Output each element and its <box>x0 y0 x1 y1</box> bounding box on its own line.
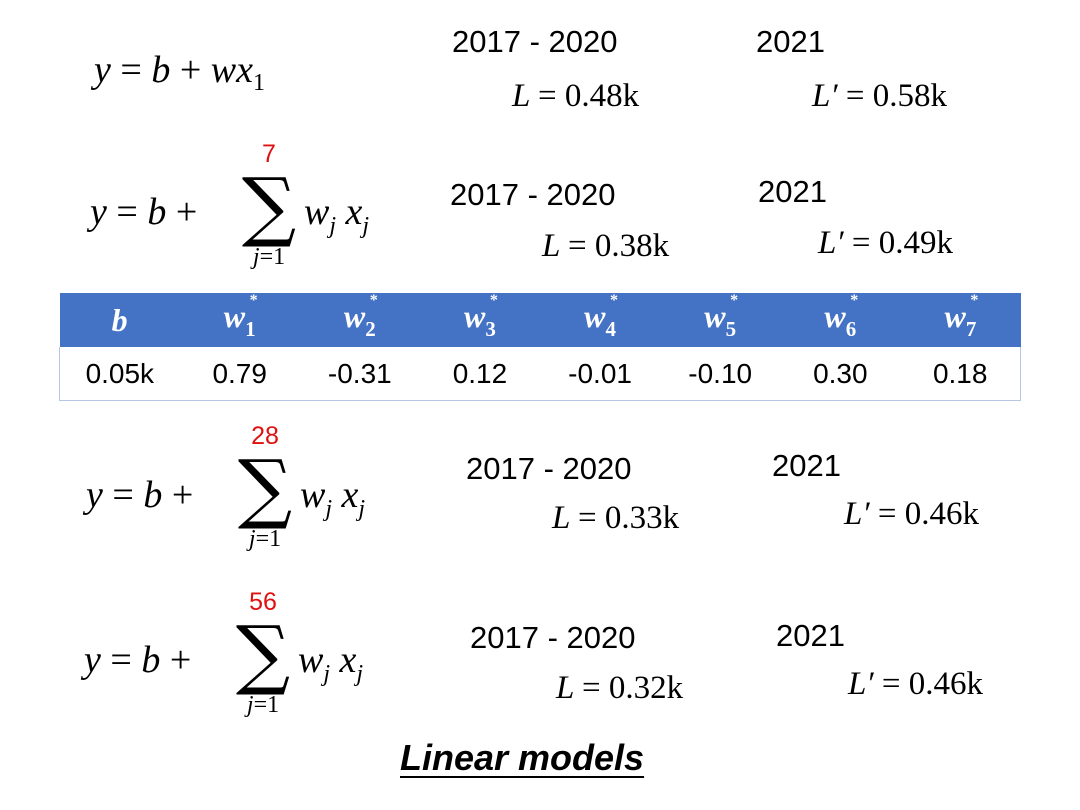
sum-upper-limit: 7 <box>262 140 276 168</box>
test-year-label: 2021 <box>758 174 827 209</box>
value-cell-w1: 0.79 <box>179 347 300 401</box>
header-cell-w2: w2 * <box>299 292 420 347</box>
test-loss: L′ = 0.58k <box>812 78 947 114</box>
summation-symbol: 7 ∑ j=1 <box>234 140 304 270</box>
train-range-label: 2017 - 2020 <box>452 24 618 59</box>
value-cell-w5: -0.10 <box>660 347 781 401</box>
test-loss: L′ = 0.49k <box>818 225 953 261</box>
equation-sum-prefix: y = b + <box>86 474 194 516</box>
header-cell-w1: w1 * <box>179 292 300 347</box>
test-loss: L′ = 0.46k <box>848 666 983 702</box>
sum-upper-limit: 56 <box>249 588 277 616</box>
header-cell-w5: w5 * <box>660 292 781 347</box>
coefficient-header-row: b w1 * w2 * w3 * w4 * w5 * w6 * w7 * <box>59 292 1021 347</box>
coefficient-table: b w1 * w2 * w3 * w4 * w5 * w6 * w7 * 0.05k 0.79… <box>58 292 1022 401</box>
summation-symbol: 56 ∑ j=1 <box>228 588 298 718</box>
equation-single-feature: y = b + wx1 <box>94 49 265 96</box>
header-cell-w6: w6 * <box>780 292 901 347</box>
summation-symbol: 28 ∑ j=1 <box>230 422 300 552</box>
equation-sum-term: wj xj <box>304 191 370 239</box>
coefficient-value-row: 0.05k 0.79 -0.31 0.12 -0.01 -0.10 0.30 0… <box>58 347 1022 401</box>
value-cell-w6: 0.30 <box>780 347 901 401</box>
slide-caption: Linear models <box>400 737 645 778</box>
train-range-label: 2017 - 2020 <box>450 177 616 212</box>
test-loss: L′ = 0.46k <box>844 496 979 532</box>
sum-upper-limit: 28 <box>251 422 279 450</box>
header-cell-w3: w3 * <box>419 292 540 347</box>
equation-sum-prefix: y = b + <box>90 191 198 233</box>
value-cell-w2: -0.31 <box>299 347 420 401</box>
header-cell-w4: w4 * <box>540 292 661 347</box>
equation-sum-term: wj xj <box>298 639 364 687</box>
train-loss: L = 0.33k <box>552 500 680 536</box>
test-year-label: 2021 <box>756 24 825 59</box>
value-cell-b: 0.05k <box>58 347 180 401</box>
equation-sum-prefix: y = b + <box>84 639 192 681</box>
value-cell-w4: -0.01 <box>540 347 661 401</box>
train-range-label: 2017 - 2020 <box>470 620 636 655</box>
value-cell-w7: 0.18 <box>900 347 1022 401</box>
train-loss: L = 0.32k <box>556 670 684 706</box>
train-loss: L = 0.38k <box>542 228 670 264</box>
test-year-label: 2021 <box>776 618 845 653</box>
header-cell-b: b <box>59 293 180 347</box>
value-cell-w3: 0.12 <box>419 347 540 401</box>
train-loss: L = 0.48k <box>512 78 640 114</box>
test-year-label: 2021 <box>772 448 841 483</box>
header-cell-w7: w7 * <box>900 292 1021 347</box>
equation-sum-term: wj xj <box>300 474 366 522</box>
train-range-label: 2017 - 2020 <box>466 451 632 486</box>
